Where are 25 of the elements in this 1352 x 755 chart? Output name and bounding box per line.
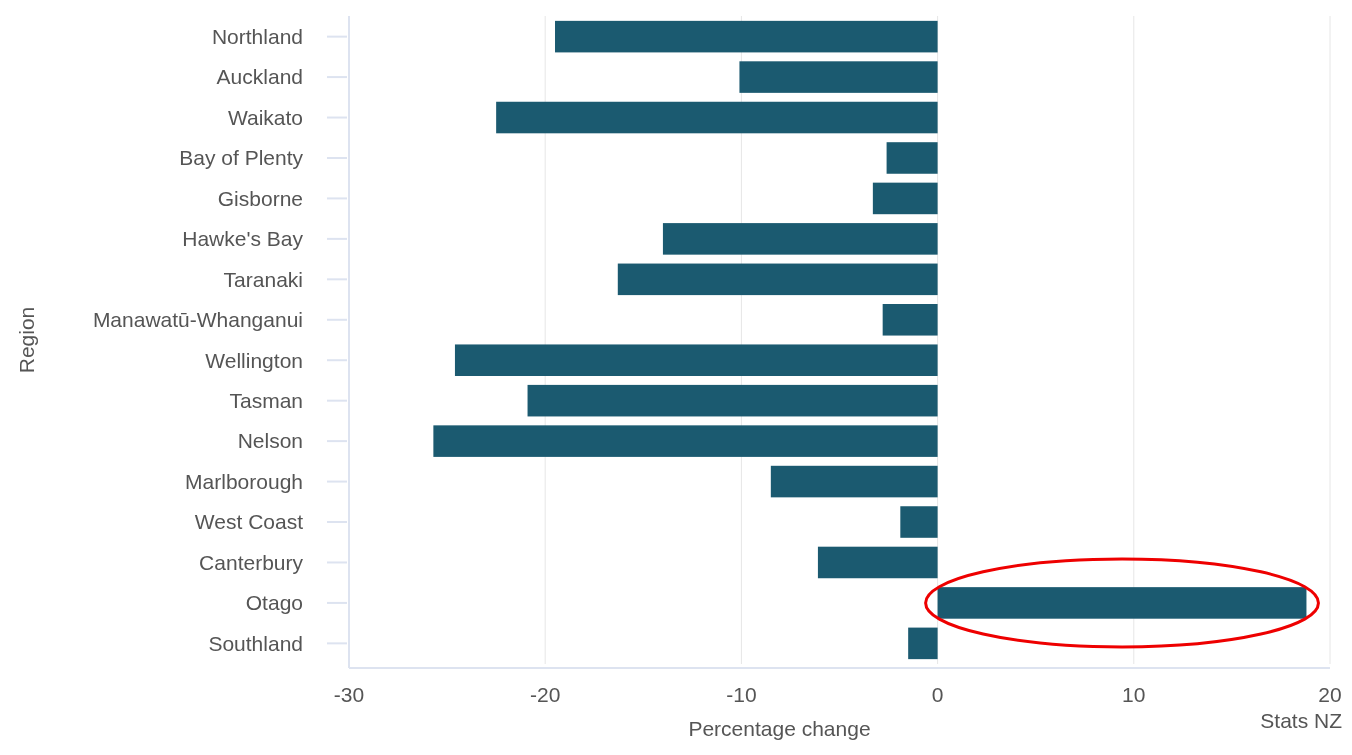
y-tick-label: Marlborough: [185, 469, 303, 493]
y-tick-label: West Coast: [194, 510, 304, 534]
y-tick-label: Waikato: [227, 105, 303, 129]
y-tick-label: Northland: [211, 24, 303, 48]
y-tick-label: Auckland: [216, 65, 303, 89]
y-tick-label: Taranaki: [223, 267, 303, 291]
y-tick-label: Bay of Plenty: [179, 146, 304, 170]
y-tick-label: Canterbury: [199, 550, 304, 574]
y-tick-label: Otago: [245, 591, 303, 615]
y-tick-label: Manawatū-Whanganui: [92, 308, 303, 332]
y-tick-label: Wellington: [205, 348, 303, 372]
y-tick-label: Southland: [208, 631, 303, 655]
y-axis-title: Region: [15, 306, 38, 374]
y-tick-label: Hawke's Bay: [182, 227, 304, 251]
x-tick-label: -20: [530, 683, 561, 706]
x-tick-label: 0: [931, 683, 944, 706]
text: Stats NZ: [1260, 709, 1343, 732]
x-axis-title: Percentage change: [688, 717, 871, 740]
y-tick-label: Nelson: [237, 429, 303, 453]
y-tick-label: Tasman: [229, 389, 303, 413]
x-tick-label: 20: [1318, 683, 1342, 706]
y-tick-label: Gisborne: [217, 186, 303, 210]
x-tick-label: -10: [726, 683, 757, 706]
x-tick-label: -30: [333, 683, 365, 706]
x-tick-label: 10: [1122, 683, 1146, 706]
